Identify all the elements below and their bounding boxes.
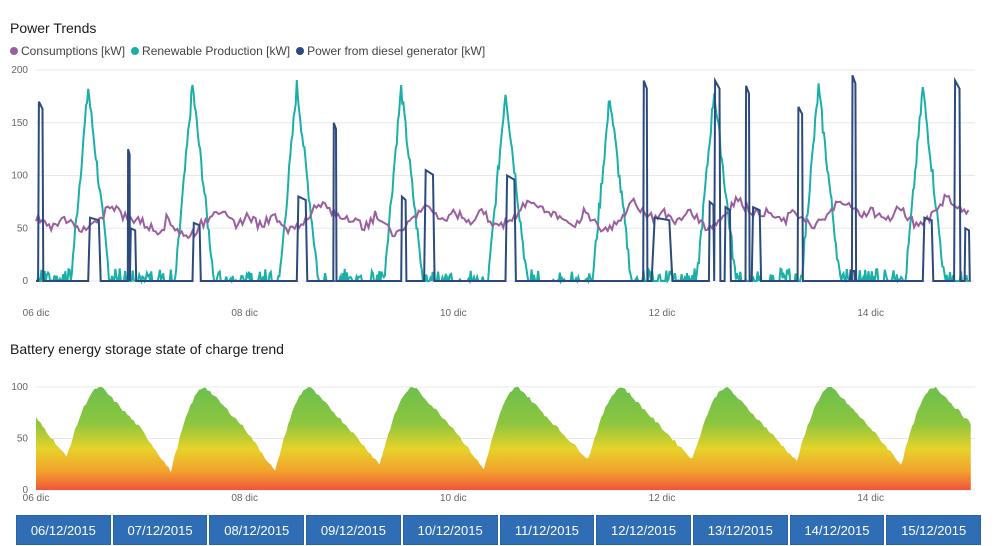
legend-dot-diesel xyxy=(296,47,305,55)
x-tick-label: 08 dic xyxy=(231,493,258,504)
y-tick-label: 150 xyxy=(11,118,28,129)
series-renewable-line[interactable] xyxy=(36,80,970,285)
date-button[interactable]: 08/12/2015 xyxy=(209,515,305,545)
legend-dot-renewable xyxy=(131,47,140,55)
x-tick-label: 10 dic xyxy=(440,493,467,504)
y-tick-label: 0 xyxy=(22,276,28,287)
legend-consumption[interactable]: Consumptions [kW] xyxy=(10,44,125,58)
x-tick-label: 08 dic xyxy=(231,308,258,319)
x-tick-label: 12 dic xyxy=(649,308,676,319)
x-tick-label: 06 dic xyxy=(23,308,50,319)
legend-label-consumption: Consumptions [kW] xyxy=(21,44,126,58)
date-button[interactable]: 06/12/2015 xyxy=(16,515,111,545)
power-x-ticks: 06 dic 08 dic 10 dic 12 dic 14 dic xyxy=(23,308,884,319)
date-button[interactable]: 12/12/2015 xyxy=(596,515,691,545)
legend-label-renewable: Renewable Production [kW] xyxy=(142,44,291,58)
x-tick-label: 14 dic xyxy=(857,308,884,319)
series-diesel-line[interactable] xyxy=(36,74,971,282)
legend-dot-consumption xyxy=(10,47,18,55)
soc-x-ticks: 06 dic 08 dic 10 dic 12 dic 14 dic xyxy=(23,493,884,504)
legend-renewable[interactable]: Renewable Production [kW] xyxy=(131,44,290,58)
power-series xyxy=(35,74,971,285)
power-y-ticks: 0 50 100 150 200 xyxy=(11,65,28,287)
x-tick-label: 14 dic xyxy=(857,493,884,504)
soc-y-ticks: 0 50 100 xyxy=(11,382,28,496)
battery-soc-chart: 0 50 100 06 dic 08 dic 10 dic 12 dic 14 dic xyxy=(11,382,975,504)
date-button[interactable]: 07/12/2015 xyxy=(112,515,208,545)
soc-area-fill[interactable] xyxy=(36,387,971,490)
power-trends-chart: 0 50 100 150 200 06 dic 08 dic 10 dic 12 dic 14 … xyxy=(11,65,975,319)
x-tick-label: 10 dic xyxy=(440,308,467,319)
battery-soc-title: Battery energy storage state of charge t… xyxy=(10,341,284,357)
y-tick-label: 50 xyxy=(17,434,29,445)
y-tick-label: 0 xyxy=(22,485,28,496)
date-button[interactable]: 13/12/2015 xyxy=(692,515,788,545)
y-tick-label: 100 xyxy=(11,382,28,393)
legend-diesel[interactable]: Power from diesel generator [kW] xyxy=(296,44,485,58)
y-tick-label: 50 xyxy=(17,223,29,234)
legend-label-diesel: Power from diesel generator [kW] xyxy=(307,44,486,58)
power-trends-title: Power Trends xyxy=(10,20,97,36)
y-tick-label: 100 xyxy=(11,171,28,182)
series-consumption-line[interactable] xyxy=(35,193,970,240)
power-legend: Consumptions [kW] Renewable Production [… xyxy=(10,44,485,58)
date-button[interactable]: 14/12/2015 xyxy=(789,515,885,545)
y-tick-label: 200 xyxy=(11,65,28,76)
soc-area xyxy=(36,387,971,490)
date-button[interactable]: 10/12/2015 xyxy=(402,515,498,545)
x-tick-label: 12 dic xyxy=(649,493,676,504)
date-selector-bar: 06/12/2015 07/12/2015 08/12/2015 09/12/2… xyxy=(16,515,982,545)
date-button[interactable]: 11/12/2015 xyxy=(499,515,595,545)
date-button[interactable]: 09/12/2015 xyxy=(306,515,401,545)
x-tick-label: 06 dic xyxy=(23,493,50,504)
date-button[interactable]: 15/12/2015 xyxy=(886,515,982,545)
